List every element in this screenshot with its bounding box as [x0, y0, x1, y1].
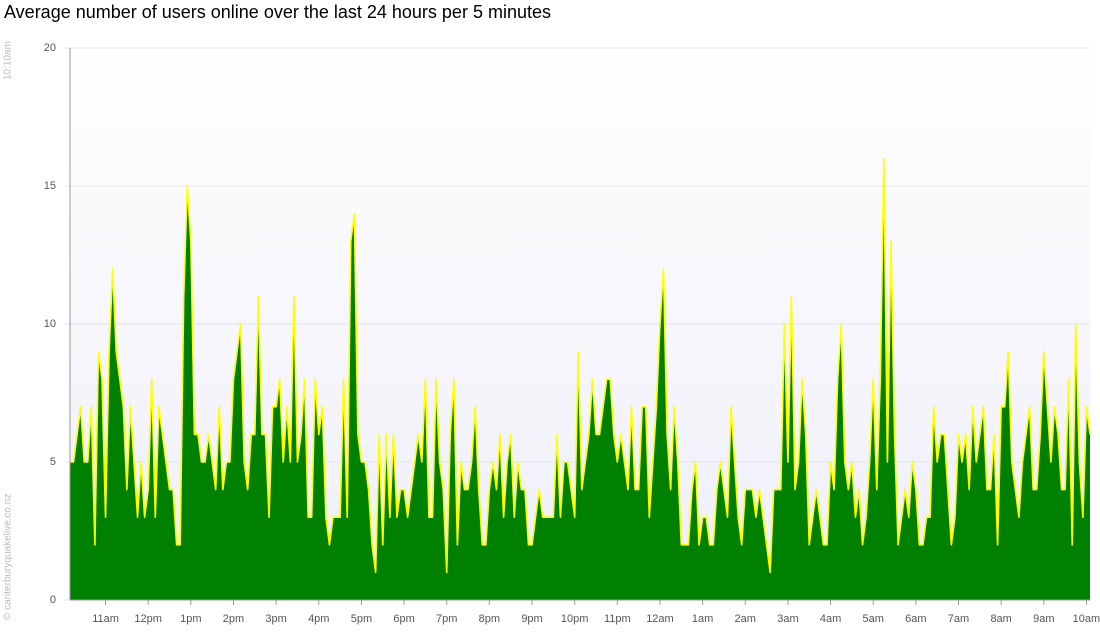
- x-tick-label: 5pm: [351, 613, 372, 625]
- line: [70, 157, 1091, 574]
- x-tick-label: 2pm: [223, 613, 244, 625]
- y-tick-label: 5: [50, 456, 56, 468]
- x-tick-label: 2am: [735, 613, 756, 625]
- x-tick-label: 6pm: [393, 613, 414, 625]
- y-tick-label: 20: [44, 42, 56, 54]
- credit: © canterburyquakelive.co.nz: [3, 494, 14, 620]
- x-tick-label: 3pm: [265, 613, 286, 625]
- x-tick-label: 10pm: [561, 613, 589, 625]
- x-tick-label: 10am: [1073, 613, 1100, 625]
- x-tick-label: 9pm: [521, 613, 542, 625]
- start-label: 10:10am: [3, 41, 14, 80]
- x-tick-label: 1am: [692, 613, 713, 625]
- x-tick-label: 3am: [777, 613, 798, 625]
- x-tick-label: 12am: [646, 613, 674, 625]
- y-tick-label: 0: [50, 594, 56, 606]
- chart-title: Average number of users online over the …: [4, 2, 551, 22]
- x-tick-label: 8am: [990, 613, 1011, 625]
- x-tick-label: 1pm: [180, 613, 201, 625]
- x-tick-label: 9am: [1033, 613, 1054, 625]
- x-tick-label: 5am: [863, 613, 884, 625]
- x-tick-label: 6am: [905, 613, 926, 625]
- x-tick-label: 8pm: [479, 613, 500, 625]
- x-tick-label: 4am: [820, 613, 841, 625]
- y-tick-label: 15: [44, 180, 56, 192]
- x-tick-label: 7am: [948, 613, 969, 625]
- y-tick-label: 10: [44, 318, 56, 330]
- area: [70, 158, 1090, 600]
- x-tick-label: 7pm: [436, 613, 457, 625]
- x-tick-label: 4pm: [308, 613, 329, 625]
- x-tick-label: 11am: [92, 613, 119, 625]
- x-tick-label: 11pm: [604, 613, 631, 625]
- x-tick-label: 12pm: [134, 613, 162, 625]
